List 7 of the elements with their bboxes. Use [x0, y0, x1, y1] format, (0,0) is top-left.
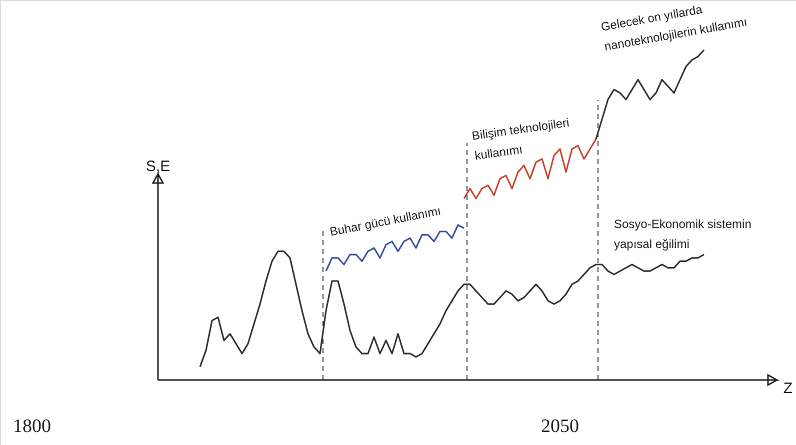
text: 2050 [541, 416, 579, 437]
text: Z [783, 380, 793, 397]
annotation: Bilişim teknolojileri kullanımı [471, 115, 570, 163]
text: 1800 [13, 416, 51, 437]
annotation: Sosyo-Ekonomik sistemin yapısal eğilimi [614, 217, 752, 251]
y-axis-title: S,E [146, 158, 170, 175]
annotation: Buhar gücü kullanımı [328, 204, 442, 239]
